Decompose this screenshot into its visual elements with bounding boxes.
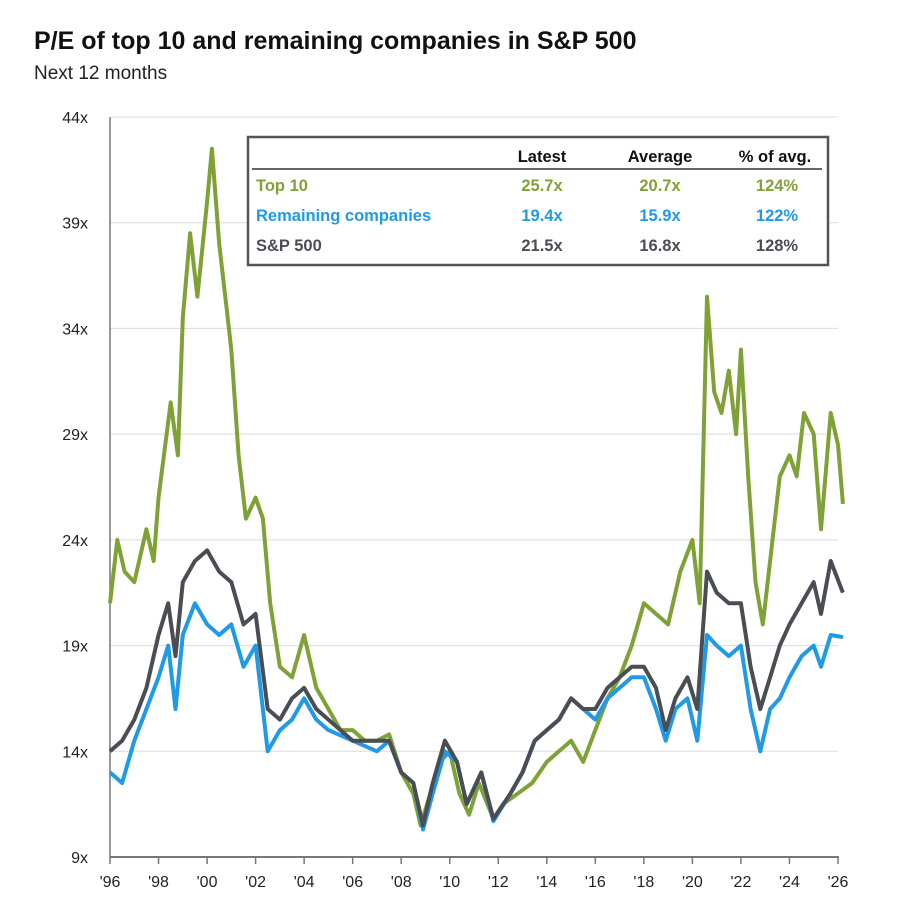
chart-subtitle: Next 12 months: [34, 63, 167, 84]
x-tick-label: '04: [294, 874, 315, 891]
legend-box: [246, 135, 830, 267]
x-tick-label: '22: [731, 874, 752, 891]
x-tick-label: '02: [245, 874, 266, 891]
series-lines: [108, 146, 845, 832]
legend-row-name: Top 10: [256, 177, 308, 195]
x-tick-label: '08: [391, 874, 412, 891]
x-tick-label: '98: [148, 874, 169, 891]
y-tick-label: 29x: [62, 427, 88, 444]
legend-row-average: 20.7x: [639, 177, 681, 195]
y-tick-label: 44x: [62, 110, 88, 127]
legend-row-pct: 128%: [756, 237, 799, 255]
legend-table: Latest Average % of avg. Top 10 25.7x 20.7…: [246, 135, 830, 267]
legend-row-name: Remaining companies: [256, 207, 431, 225]
x-tick-label: '96: [100, 874, 121, 891]
x-tick-label: '20: [682, 874, 703, 891]
legend-row-average: 16.8x: [639, 237, 681, 255]
legend-row-pct: 122%: [756, 207, 799, 225]
x-tick-label: '06: [342, 874, 363, 891]
y-tick-label: 19x: [62, 639, 88, 656]
legend-header-pct: % of avg.: [739, 148, 811, 166]
x-axis: '96 '98 '00 '02 '04 '06 '08 '10 '12 '14 '16 '18 '20 '…: [100, 856, 849, 891]
x-tick-label: '26: [828, 874, 849, 891]
legend-row-latest: 19.4x: [521, 207, 563, 225]
x-tick-label: '10: [439, 874, 460, 891]
y-tick-label: 34x: [62, 321, 88, 338]
x-tick-label: '24: [779, 874, 800, 891]
x-tick-label: '18: [633, 874, 654, 891]
legend-header-latest: Latest: [518, 148, 567, 166]
y-axis: 9x 14x 19x 24x 29x 34x 39x 44x: [62, 110, 111, 867]
legend-row-latest: 25.7x: [521, 177, 563, 195]
legend-row-latest: 21.5x: [521, 237, 563, 255]
legend-header-average: Average: [628, 148, 693, 166]
chart-title: P/E of top 10 and remaining companies in…: [34, 27, 636, 55]
series-line-remaining-companies: [108, 601, 844, 832]
x-tick-label: '16: [585, 874, 606, 891]
y-tick-label: 9x: [71, 850, 88, 867]
x-tick-label: '14: [536, 874, 557, 891]
series-line-top-10: [108, 146, 845, 828]
y-tick-label: 24x: [62, 533, 88, 550]
x-tick-label: '00: [197, 874, 218, 891]
y-tick-label: 14x: [62, 744, 88, 761]
y-tick-label: 39x: [62, 216, 88, 233]
legend-row-name: S&P 500: [256, 237, 322, 255]
legend-row-average: 15.9x: [639, 207, 681, 225]
series-line-s-p-500: [108, 548, 845, 828]
x-tick-label: '12: [488, 874, 509, 891]
legend-row-pct: 124%: [756, 177, 799, 195]
